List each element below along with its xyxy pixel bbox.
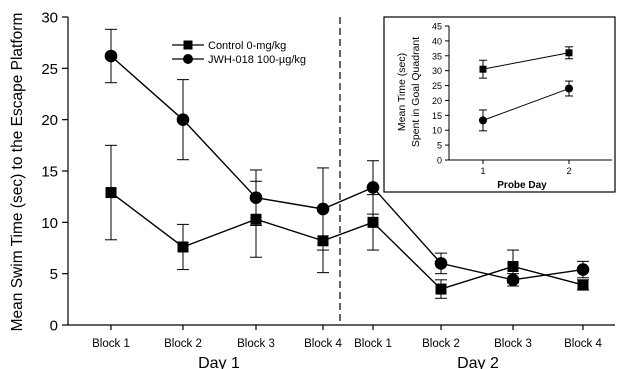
y-tick-label: 15	[41, 164, 58, 181]
inset-x-tick-label: 1	[480, 166, 485, 176]
group-label-day-2: Day 2	[457, 355, 499, 369]
x-tick-label: Block 3	[494, 338, 532, 350]
legend-label: Control 0-mg/kg	[208, 40, 286, 52]
y-tick-label: 0	[50, 318, 58, 335]
y-tick-label: 10	[41, 215, 58, 232]
inset-y-tick-label: 10	[432, 126, 442, 136]
x-tick-label: Block 2	[164, 338, 202, 350]
main-point-circle	[249, 191, 263, 205]
inset-series-control	[479, 46, 573, 79]
inset-series-line	[482, 88, 570, 121]
inset-y-tick-label: 5	[437, 141, 442, 151]
inset-point-square	[565, 49, 573, 57]
inset-y-axis-label-line-2: Spent in Goal Quadrant	[410, 37, 422, 147]
inset-series-line	[482, 52, 570, 70]
main-point-square	[105, 187, 117, 199]
main-point-circle	[104, 49, 118, 63]
legend-marker-circle	[183, 54, 193, 64]
main-point-circle	[506, 273, 520, 287]
inset-point-circle	[478, 116, 488, 125]
main-point-circle	[576, 263, 590, 276]
y-tick-label: 20	[41, 112, 58, 129]
y-axis-label: Mean Swim Time (sec) to the Escape Platf…	[9, 13, 26, 332]
main-point-square	[577, 279, 589, 291]
inset-y-tick-label: 20	[432, 96, 442, 106]
legend-marker-square	[183, 40, 193, 50]
inset-point-square	[479, 65, 487, 73]
inset-y-axis-label-line-1: Mean Time (sec)	[396, 53, 408, 131]
y-tick-label: 5	[50, 266, 58, 283]
main-series-line	[110, 55, 584, 281]
main-point-square	[507, 260, 519, 272]
main-point-circle	[366, 181, 380, 194]
x-tick-label: Block 1	[92, 338, 130, 350]
inset-y-tick-label: 30	[432, 66, 442, 76]
inset-y-tick-label: 45	[432, 22, 442, 32]
main-point-square	[367, 216, 379, 228]
inset-series-jwh-018	[478, 80, 574, 132]
group-label-day-1: Day 1	[198, 355, 240, 369]
inset-y-tick-label: 25	[432, 81, 442, 91]
inset-frame	[383, 16, 616, 193]
main-point-square	[177, 241, 189, 253]
y-tick-label: 25	[41, 61, 58, 78]
inset-x-tick-label: 2	[566, 166, 571, 176]
x-tick-label: Block 3	[237, 338, 275, 350]
main-point-circle	[176, 113, 190, 126]
main-point-circle	[316, 202, 330, 216]
inset-point-circle	[564, 84, 574, 93]
main-point-square	[435, 283, 447, 295]
x-tick-label: Block 4	[304, 338, 342, 350]
inset-y-tick-label: 15	[432, 111, 442, 121]
inset-y-tick-label: 40	[432, 36, 442, 46]
legend-label: JWH-018 100-µg/kg	[208, 54, 306, 66]
y-tick-label: 30	[41, 10, 58, 27]
main-series-line	[110, 192, 584, 290]
main-series-jwh-018	[104, 28, 590, 287]
x-tick-label: Block 2	[422, 338, 460, 350]
inset-x-axis-label: Probe Day	[497, 180, 547, 191]
x-tick-label: Block 1	[354, 338, 392, 350]
x-tick-label: Block 4	[564, 338, 602, 350]
main-point-circle	[434, 257, 448, 270]
inset-y-tick-label: 35	[432, 51, 442, 61]
inset-y-tick-label: 0	[437, 156, 442, 166]
